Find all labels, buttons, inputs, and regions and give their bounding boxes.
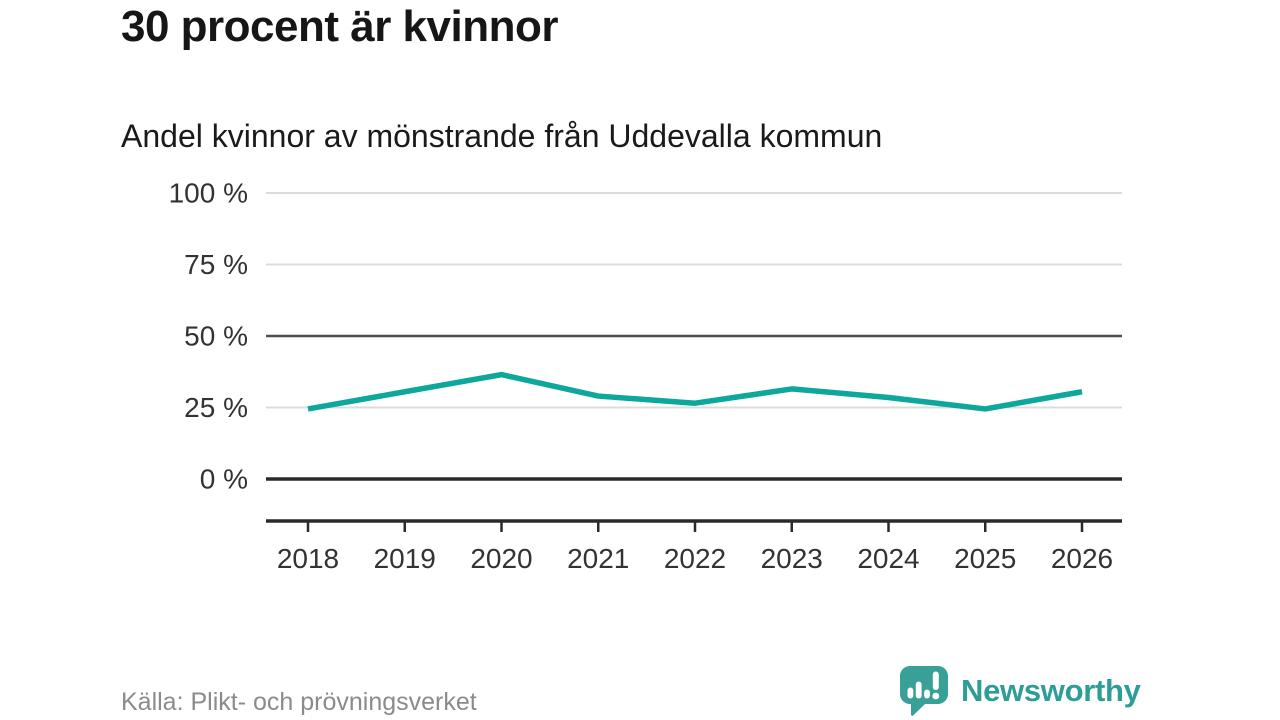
y-tick-label: 100 %: [169, 178, 248, 209]
y-tick-label: 25 %: [184, 392, 248, 423]
newsworthy-logo: Newsworthy: [898, 662, 1141, 720]
source-note: Källa: Plikt- och prövningsverket: [121, 688, 477, 716]
chart-subtitle: Andel kvinnor av mönstrande från Uddeval…: [121, 118, 883, 154]
x-tick-label: 2018: [277, 543, 339, 574]
x-tick-label: 2020: [470, 543, 532, 574]
y-tick-label: 0 %: [200, 464, 248, 495]
page-title: 30 procent är kvinnor: [121, 2, 558, 51]
x-tick-label: 2025: [954, 543, 1016, 574]
series-line-andel-kvinnor: [307, 371, 1083, 412]
x-tick-label: 2026: [1051, 543, 1113, 574]
y-tick-label: 50 %: [184, 321, 248, 352]
brand-name: Newsworthy: [961, 673, 1141, 708]
x-tick-label: 2022: [664, 543, 726, 574]
x-tick-label: 2024: [857, 543, 919, 574]
x-tick-label: 2023: [761, 543, 823, 574]
x-tick-label: 2021: [567, 543, 629, 574]
newsworthy-bubble-chart-icon: [898, 664, 950, 718]
y-tick-label: 75 %: [184, 249, 248, 280]
x-tick-label: 2019: [374, 543, 436, 574]
